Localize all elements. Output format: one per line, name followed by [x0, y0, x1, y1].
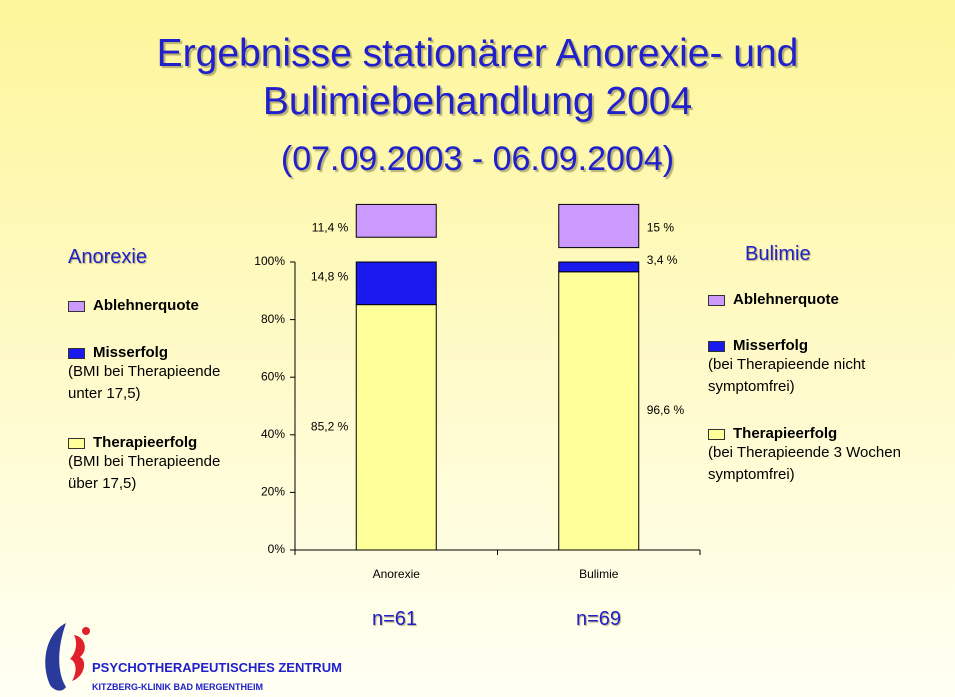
- legend-item: Ablehnerquote: [708, 291, 908, 308]
- legend-swatch: [68, 438, 85, 449]
- legend-note: (bei Therapieende 3 Wochen symptomfrei): [708, 444, 901, 483]
- value-label: 14,8 %: [311, 269, 349, 283]
- legend-item: Misserfolg (BMI bei Therapieende unter 17…: [68, 344, 253, 405]
- legend-item: Therapieerfolg (BMI bei Therapieende über…: [68, 434, 253, 495]
- x-tick-label: Bulimie: [579, 567, 619, 581]
- legend-item: Misserfolg (bei Therapieende nicht sympto…: [708, 337, 908, 398]
- legend-label: Therapieerfolg: [93, 434, 198, 451]
- sample-size: n=61: [372, 608, 418, 630]
- bar-segment: [558, 203, 640, 249]
- legend-swatch: [708, 429, 725, 440]
- x-tick-label: Anorexie: [373, 567, 421, 581]
- logo: [45, 623, 90, 691]
- y-tick-label: 0%: [268, 542, 286, 556]
- legend-swatch: [68, 348, 85, 359]
- y-tick-label: 100%: [254, 254, 285, 268]
- value-label: 96,6 %: [647, 403, 685, 417]
- value-label: 15 %: [647, 221, 675, 235]
- y-tick-label: 20%: [261, 485, 285, 499]
- legend-swatch: [708, 295, 725, 306]
- title: Ergebnisse stationärer Anorexie- und Bul…: [0, 30, 955, 126]
- legend-swatch: [708, 341, 725, 352]
- bar-segment: [355, 261, 437, 306]
- value-label: 3,4 %: [647, 253, 678, 267]
- bar-segment: [558, 261, 640, 273]
- legend-label: Therapieerfolg: [733, 425, 838, 442]
- legend-item: Ablehnerquote: [68, 297, 253, 314]
- bar-segment: [355, 304, 437, 551]
- footer-clinic: KITZBERG-KLINIK BAD MERGENTHEIM: [92, 682, 263, 692]
- legend-label: Ablehnerquote: [93, 297, 199, 314]
- legend-swatch: [68, 301, 85, 312]
- legend-title: Bulimie: [745, 243, 811, 265]
- footer-name: PSYCHOTHERAPEUTISCHES ZENTRUM: [92, 660, 342, 675]
- legend-note: (BMI bei Therapieende unter 17,5): [68, 363, 221, 402]
- legend-label: Misserfolg: [93, 344, 169, 361]
- legend-note: (bei Therapieende nicht symptomfrei): [708, 356, 866, 395]
- y-tick-label: 60%: [261, 369, 285, 383]
- sample-size: n=69: [576, 608, 622, 630]
- legend-item: Therapieerfolg (bei Therapieende 3 Wochen…: [708, 425, 908, 486]
- value-label: 85,2 %: [311, 419, 349, 433]
- y-tick-label: 40%: [261, 427, 285, 441]
- subtitle: (07.09.2003 - 06.09.2004): [280, 140, 675, 178]
- bar-segment: [355, 203, 437, 238]
- legend-note: (BMI bei Therapieende über 17,5): [68, 453, 221, 492]
- value-label: 11,4 %: [312, 221, 349, 235]
- title-line: Ergebnisse stationärer Anorexie- und: [156, 32, 799, 75]
- legend-title: Anorexie: [68, 246, 147, 268]
- y-tick-label: 80%: [261, 312, 285, 326]
- legend-label: Ablehnerquote: [733, 291, 839, 308]
- title-line: Bulimiebehandlung 2004: [262, 80, 693, 123]
- legend-label: Misserfolg: [733, 337, 809, 354]
- bar-segment: [558, 271, 640, 551]
